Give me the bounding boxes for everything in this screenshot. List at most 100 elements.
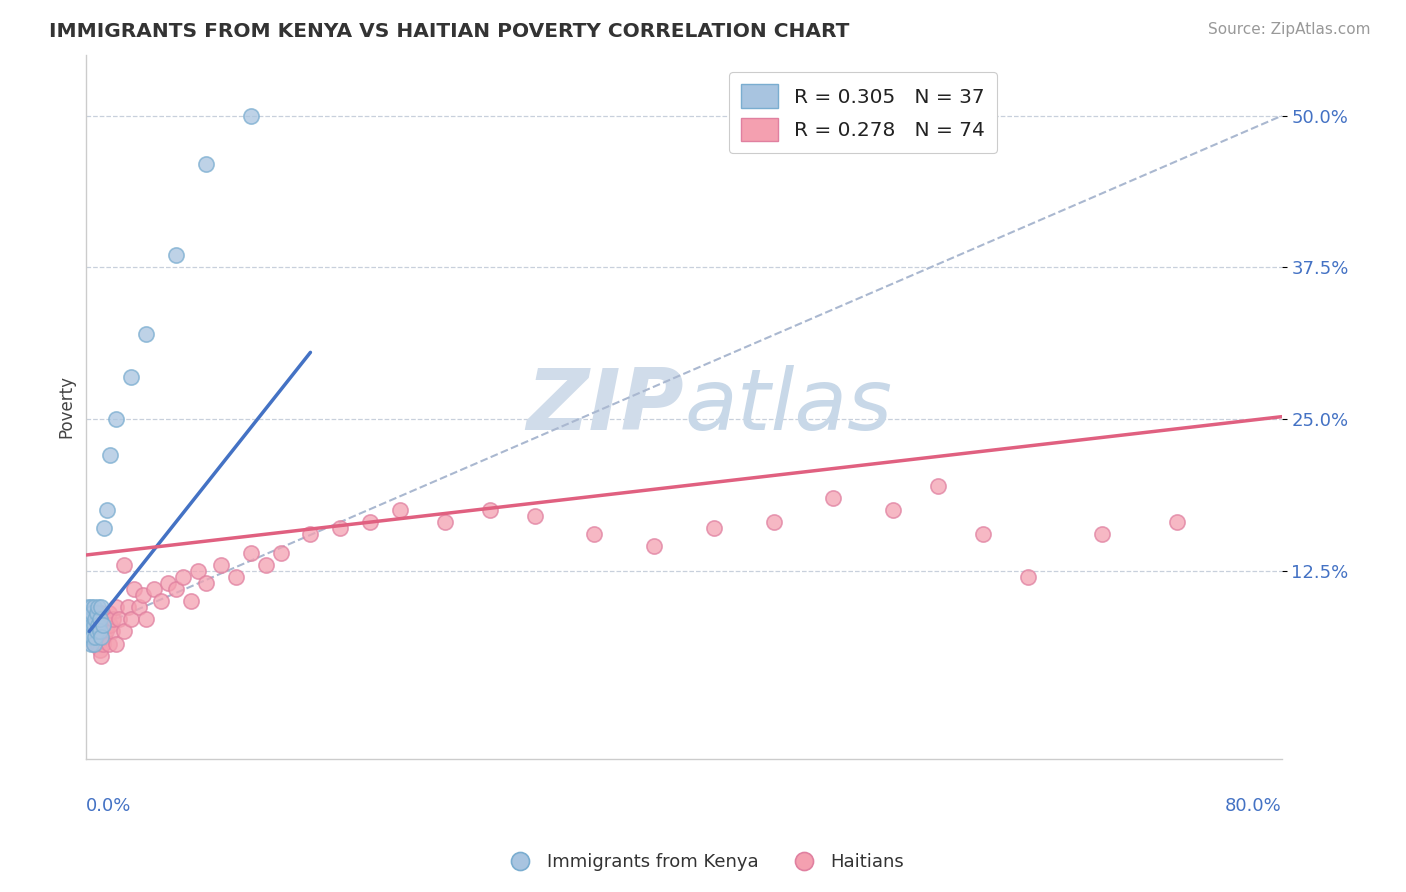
Point xyxy=(972,527,994,541)
Point xyxy=(762,515,785,529)
Point xyxy=(83,618,105,632)
Point xyxy=(80,624,103,639)
Point xyxy=(77,631,100,645)
Point xyxy=(105,636,128,650)
Point xyxy=(93,521,115,535)
Point xyxy=(76,606,98,620)
Point xyxy=(142,582,165,596)
Point xyxy=(254,558,277,572)
Point xyxy=(80,600,103,615)
Point xyxy=(299,527,322,541)
Point xyxy=(132,588,155,602)
Point xyxy=(90,648,112,663)
Point xyxy=(209,558,232,572)
Point xyxy=(165,248,187,262)
Point xyxy=(98,618,121,632)
Point xyxy=(1017,570,1039,584)
Point xyxy=(96,618,118,632)
Point xyxy=(83,636,105,650)
Point xyxy=(89,642,111,657)
Point xyxy=(105,412,128,426)
Y-axis label: Poverty: Poverty xyxy=(58,376,75,439)
Point xyxy=(86,606,108,620)
Point xyxy=(97,606,120,620)
Point xyxy=(93,631,115,645)
Point xyxy=(87,618,110,632)
Point xyxy=(77,618,100,632)
Point xyxy=(165,582,187,596)
Point xyxy=(77,606,100,620)
Point xyxy=(108,612,131,626)
Point xyxy=(270,545,292,559)
Point xyxy=(89,612,111,626)
Point xyxy=(76,600,98,615)
Point xyxy=(86,624,108,639)
Point xyxy=(82,612,104,626)
Point xyxy=(94,624,117,639)
Point xyxy=(389,503,412,517)
Point xyxy=(89,606,111,620)
Point xyxy=(82,631,104,645)
Point xyxy=(120,369,142,384)
Point xyxy=(86,624,108,639)
Text: IMMIGRANTS FROM KENYA VS HAITIAN POVERTY CORRELATION CHART: IMMIGRANTS FROM KENYA VS HAITIAN POVERTY… xyxy=(49,22,849,41)
Point xyxy=(77,612,100,626)
Point xyxy=(98,449,121,463)
Point xyxy=(84,631,107,645)
Point xyxy=(90,631,112,645)
Point xyxy=(239,109,262,123)
Point xyxy=(82,631,104,645)
Point xyxy=(157,575,180,590)
Point xyxy=(187,564,209,578)
Point xyxy=(583,527,606,541)
Point xyxy=(83,600,105,615)
Text: 80.0%: 80.0% xyxy=(1225,797,1282,815)
Point xyxy=(82,606,104,620)
Point xyxy=(89,624,111,639)
Point xyxy=(100,624,122,639)
Point xyxy=(91,618,114,632)
Point xyxy=(112,558,135,572)
Point xyxy=(90,606,112,620)
Point xyxy=(86,636,108,650)
Point xyxy=(478,503,501,517)
Point xyxy=(90,600,112,615)
Point xyxy=(523,509,546,524)
Point xyxy=(194,157,217,171)
Point xyxy=(96,503,118,517)
Point xyxy=(128,600,150,615)
Point xyxy=(84,612,107,626)
Point xyxy=(120,612,142,626)
Point xyxy=(87,600,110,615)
Point xyxy=(122,582,145,596)
Point xyxy=(90,618,112,632)
Point xyxy=(927,479,949,493)
Point xyxy=(135,612,157,626)
Point xyxy=(87,618,110,632)
Point xyxy=(703,521,725,535)
Point xyxy=(89,624,111,639)
Text: ZIP: ZIP xyxy=(526,366,683,449)
Legend: R = 0.305   N = 37, R = 0.278   N = 74: R = 0.305 N = 37, R = 0.278 N = 74 xyxy=(730,72,997,153)
Point xyxy=(135,327,157,342)
Point xyxy=(105,600,128,615)
Point xyxy=(882,503,904,517)
Point xyxy=(180,594,202,608)
Text: 0.0%: 0.0% xyxy=(86,797,132,815)
Point xyxy=(194,575,217,590)
Point xyxy=(76,612,98,626)
Point xyxy=(150,594,173,608)
Point xyxy=(172,570,194,584)
Point xyxy=(643,540,665,554)
Point xyxy=(359,515,381,529)
Point xyxy=(117,600,139,615)
Point xyxy=(87,636,110,650)
Point xyxy=(823,491,845,505)
Point xyxy=(329,521,352,535)
Point xyxy=(91,636,114,650)
Point xyxy=(112,624,135,639)
Point xyxy=(82,618,104,632)
Point xyxy=(84,612,107,626)
Point xyxy=(103,612,125,626)
Point xyxy=(84,631,107,645)
